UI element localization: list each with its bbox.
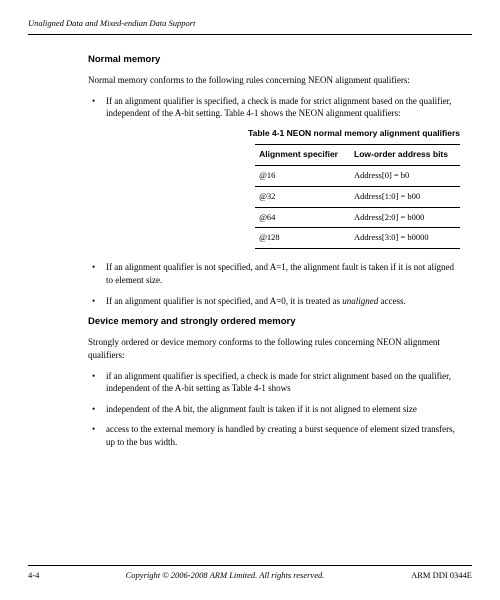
table-cell: Address[1:0] = b00 <box>350 186 460 207</box>
table-caption: Table 4-1 NEON normal memory alignment q… <box>88 128 462 140</box>
page-footer: 4-4 Copyright © 2006-2008 ARM Limited. A… <box>28 565 472 582</box>
table-cell: Address[2:0] = b000 <box>350 207 460 228</box>
table-header: Alignment specifier <box>255 144 350 165</box>
table-cell: @16 <box>255 165 350 186</box>
section1-list-a: If an alignment qualifier is specified, … <box>88 95 462 120</box>
table-cell: @64 <box>255 207 350 228</box>
section2-list: if an alignment qualifier is specified, … <box>88 370 462 449</box>
table-cell: @32 <box>255 186 350 207</box>
section-normal-memory-title: Normal memory <box>88 53 462 66</box>
chapter-title: Unaligned Data and Mixed-endian Data Sup… <box>28 18 472 30</box>
table-row: @128 Address[3:0] = b0000 <box>255 228 460 249</box>
table-row: @64 Address[2:0] = b000 <box>255 207 460 228</box>
list-item: independent of the A bit, the alignment … <box>88 403 462 416</box>
neon-alignment-table: Alignment specifier Low-order address bi… <box>255 144 460 249</box>
section2-intro: Strongly ordered or device memory confor… <box>88 336 462 361</box>
italic-text: unaligned <box>342 296 378 306</box>
list-item: if an alignment qualifier is specified, … <box>88 370 462 395</box>
section1-list-b: If an alignment qualifier is not specifi… <box>88 261 462 307</box>
page-number: 4-4 <box>28 570 68 582</box>
doc-id: ARM DDI 0344E <box>382 570 472 582</box>
text: access. <box>378 296 405 306</box>
copyright: Copyright © 2006-2008 ARM Limited. All r… <box>68 570 382 582</box>
section-device-memory-title: Device memory and strongly ordered memor… <box>88 315 462 328</box>
page-content: Normal memory Normal memory conforms to … <box>28 53 472 449</box>
text: If an alignment qualifier is not specifi… <box>106 296 342 306</box>
list-item: If an alignment qualifier is not specifi… <box>88 295 462 308</box>
table-header: Low-order address bits <box>350 144 460 165</box>
table-row: @16 Address[0] = b0 <box>255 165 460 186</box>
list-item: access to the external memory is handled… <box>88 423 462 448</box>
list-item: If an alignment qualifier is not specifi… <box>88 261 462 286</box>
table-cell: Address[3:0] = b0000 <box>350 228 460 249</box>
footer-rule <box>28 565 472 566</box>
list-item: If an alignment qualifier is specified, … <box>88 95 462 120</box>
section1-intro: Normal memory conforms to the following … <box>88 74 462 87</box>
table-cell: @128 <box>255 228 350 249</box>
table-row: @32 Address[1:0] = b00 <box>255 186 460 207</box>
table-cell: Address[0] = b0 <box>350 165 460 186</box>
header-rule <box>28 34 472 35</box>
